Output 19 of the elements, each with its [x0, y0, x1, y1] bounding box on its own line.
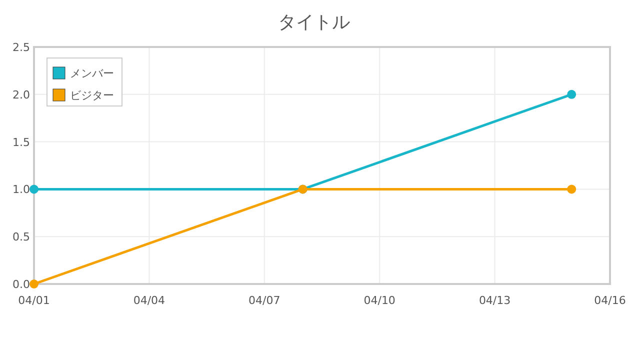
y-tick-label: 2.5: [12, 41, 30, 54]
y-tick-label: 1.0: [12, 183, 30, 196]
chart-title: タイトル: [278, 12, 350, 33]
y-tick-label: 0.5: [12, 230, 30, 244]
point: [567, 184, 576, 194]
x-tick-label: 04/07: [248, 294, 280, 307]
point: [30, 184, 38, 194]
x-tick-label: 04/13: [478, 294, 511, 307]
y-tick-label: 0.0: [12, 278, 30, 291]
x-tick-label: 04/16: [594, 294, 626, 307]
x-tick-label: 04/10: [364, 294, 396, 307]
legend-label: ビジター: [70, 89, 114, 102]
point: [30, 280, 38, 288]
y-tick-label: 1.5: [12, 136, 30, 149]
legend-label: メンバー: [70, 67, 114, 80]
y-tick-label: 2.0: [12, 88, 30, 102]
x-tick-label: 04/04: [133, 294, 166, 307]
x-tick-label: 04/01: [18, 294, 50, 307]
point: [567, 90, 576, 99]
